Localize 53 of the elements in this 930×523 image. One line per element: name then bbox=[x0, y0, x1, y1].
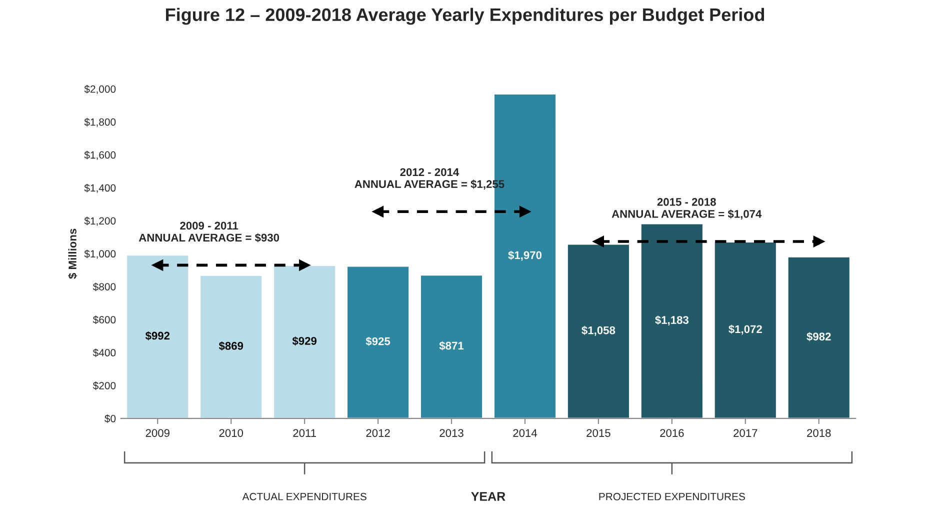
point bbox=[592, 236, 604, 248]
y-axis-title: $ Millions bbox=[68, 228, 78, 279]
data-label: $871 bbox=[439, 341, 464, 350]
y-tick-label: $1,400 bbox=[84, 184, 116, 193]
y-tick-label: $1,200 bbox=[84, 216, 116, 226]
data-label: $869 bbox=[218, 341, 244, 351]
data-label: $1,072 bbox=[728, 324, 762, 335]
x-tick-label: 2016 bbox=[660, 429, 684, 437]
y-tick-label: $800 bbox=[92, 282, 116, 292]
x-tick-label: 2018 bbox=[807, 429, 831, 437]
point bbox=[152, 260, 164, 271]
data-label: $982 bbox=[806, 332, 831, 342]
x-tick-label: 2010 bbox=[219, 429, 244, 437]
point bbox=[519, 206, 531, 218]
x-tick-label: 2017 bbox=[734, 429, 758, 437]
data-label: $1,183 bbox=[655, 316, 689, 326]
bar bbox=[199, 274, 264, 418]
bar bbox=[640, 222, 704, 418]
y-tick-label: $400 bbox=[92, 348, 116, 357]
data-label: $992 bbox=[145, 331, 170, 340]
y-tick-label: $1,000 bbox=[84, 250, 116, 259]
data-label: $1,970 bbox=[508, 250, 542, 261]
x-tick-label: 2011 bbox=[293, 429, 316, 437]
bar bbox=[420, 274, 484, 418]
point bbox=[299, 260, 310, 271]
x-axis-title: YEAR bbox=[471, 492, 506, 501]
text: PROJECTED EXPENDITURES bbox=[599, 492, 745, 500]
point bbox=[813, 236, 824, 248]
bar bbox=[346, 265, 410, 418]
x-tick-label: 2015 bbox=[586, 429, 610, 437]
bar bbox=[126, 254, 190, 418]
x-tick-label: 2013 bbox=[440, 429, 464, 437]
y-tick-label: $1,600 bbox=[84, 150, 116, 160]
data-label: $1,058 bbox=[582, 326, 616, 336]
y-tick-label: $2,000 bbox=[84, 84, 116, 94]
y-tick-label: $0 bbox=[104, 414, 116, 423]
x-tick-label: 2009 bbox=[146, 429, 170, 437]
annotation: 2015 - 2018 ANNUAL AVERAGE = $1,074 bbox=[612, 198, 762, 220]
data-label: $929 bbox=[292, 336, 317, 346]
bar bbox=[786, 256, 851, 418]
x-tick-label: 2014 bbox=[513, 429, 538, 437]
x-tick-label: 2012 bbox=[366, 429, 390, 437]
bar bbox=[566, 243, 630, 418]
text: ACTUAL EXPENDITURES bbox=[242, 492, 366, 500]
chart-title: Figure 12 – 2009-2018 Average Yearly Expenditures per Budget Period bbox=[166, 8, 764, 25]
data-label: $925 bbox=[366, 336, 390, 346]
y-tick-label: $1,800 bbox=[84, 118, 116, 127]
bar bbox=[713, 241, 778, 418]
annotation: 2009 - 2011 ANNUAL AVERAGE = $930 bbox=[138, 222, 280, 242]
bar bbox=[272, 264, 336, 418]
y-tick-label: $200 bbox=[92, 382, 116, 390]
y-tick-label: $600 bbox=[92, 316, 116, 324]
point bbox=[372, 206, 384, 218]
